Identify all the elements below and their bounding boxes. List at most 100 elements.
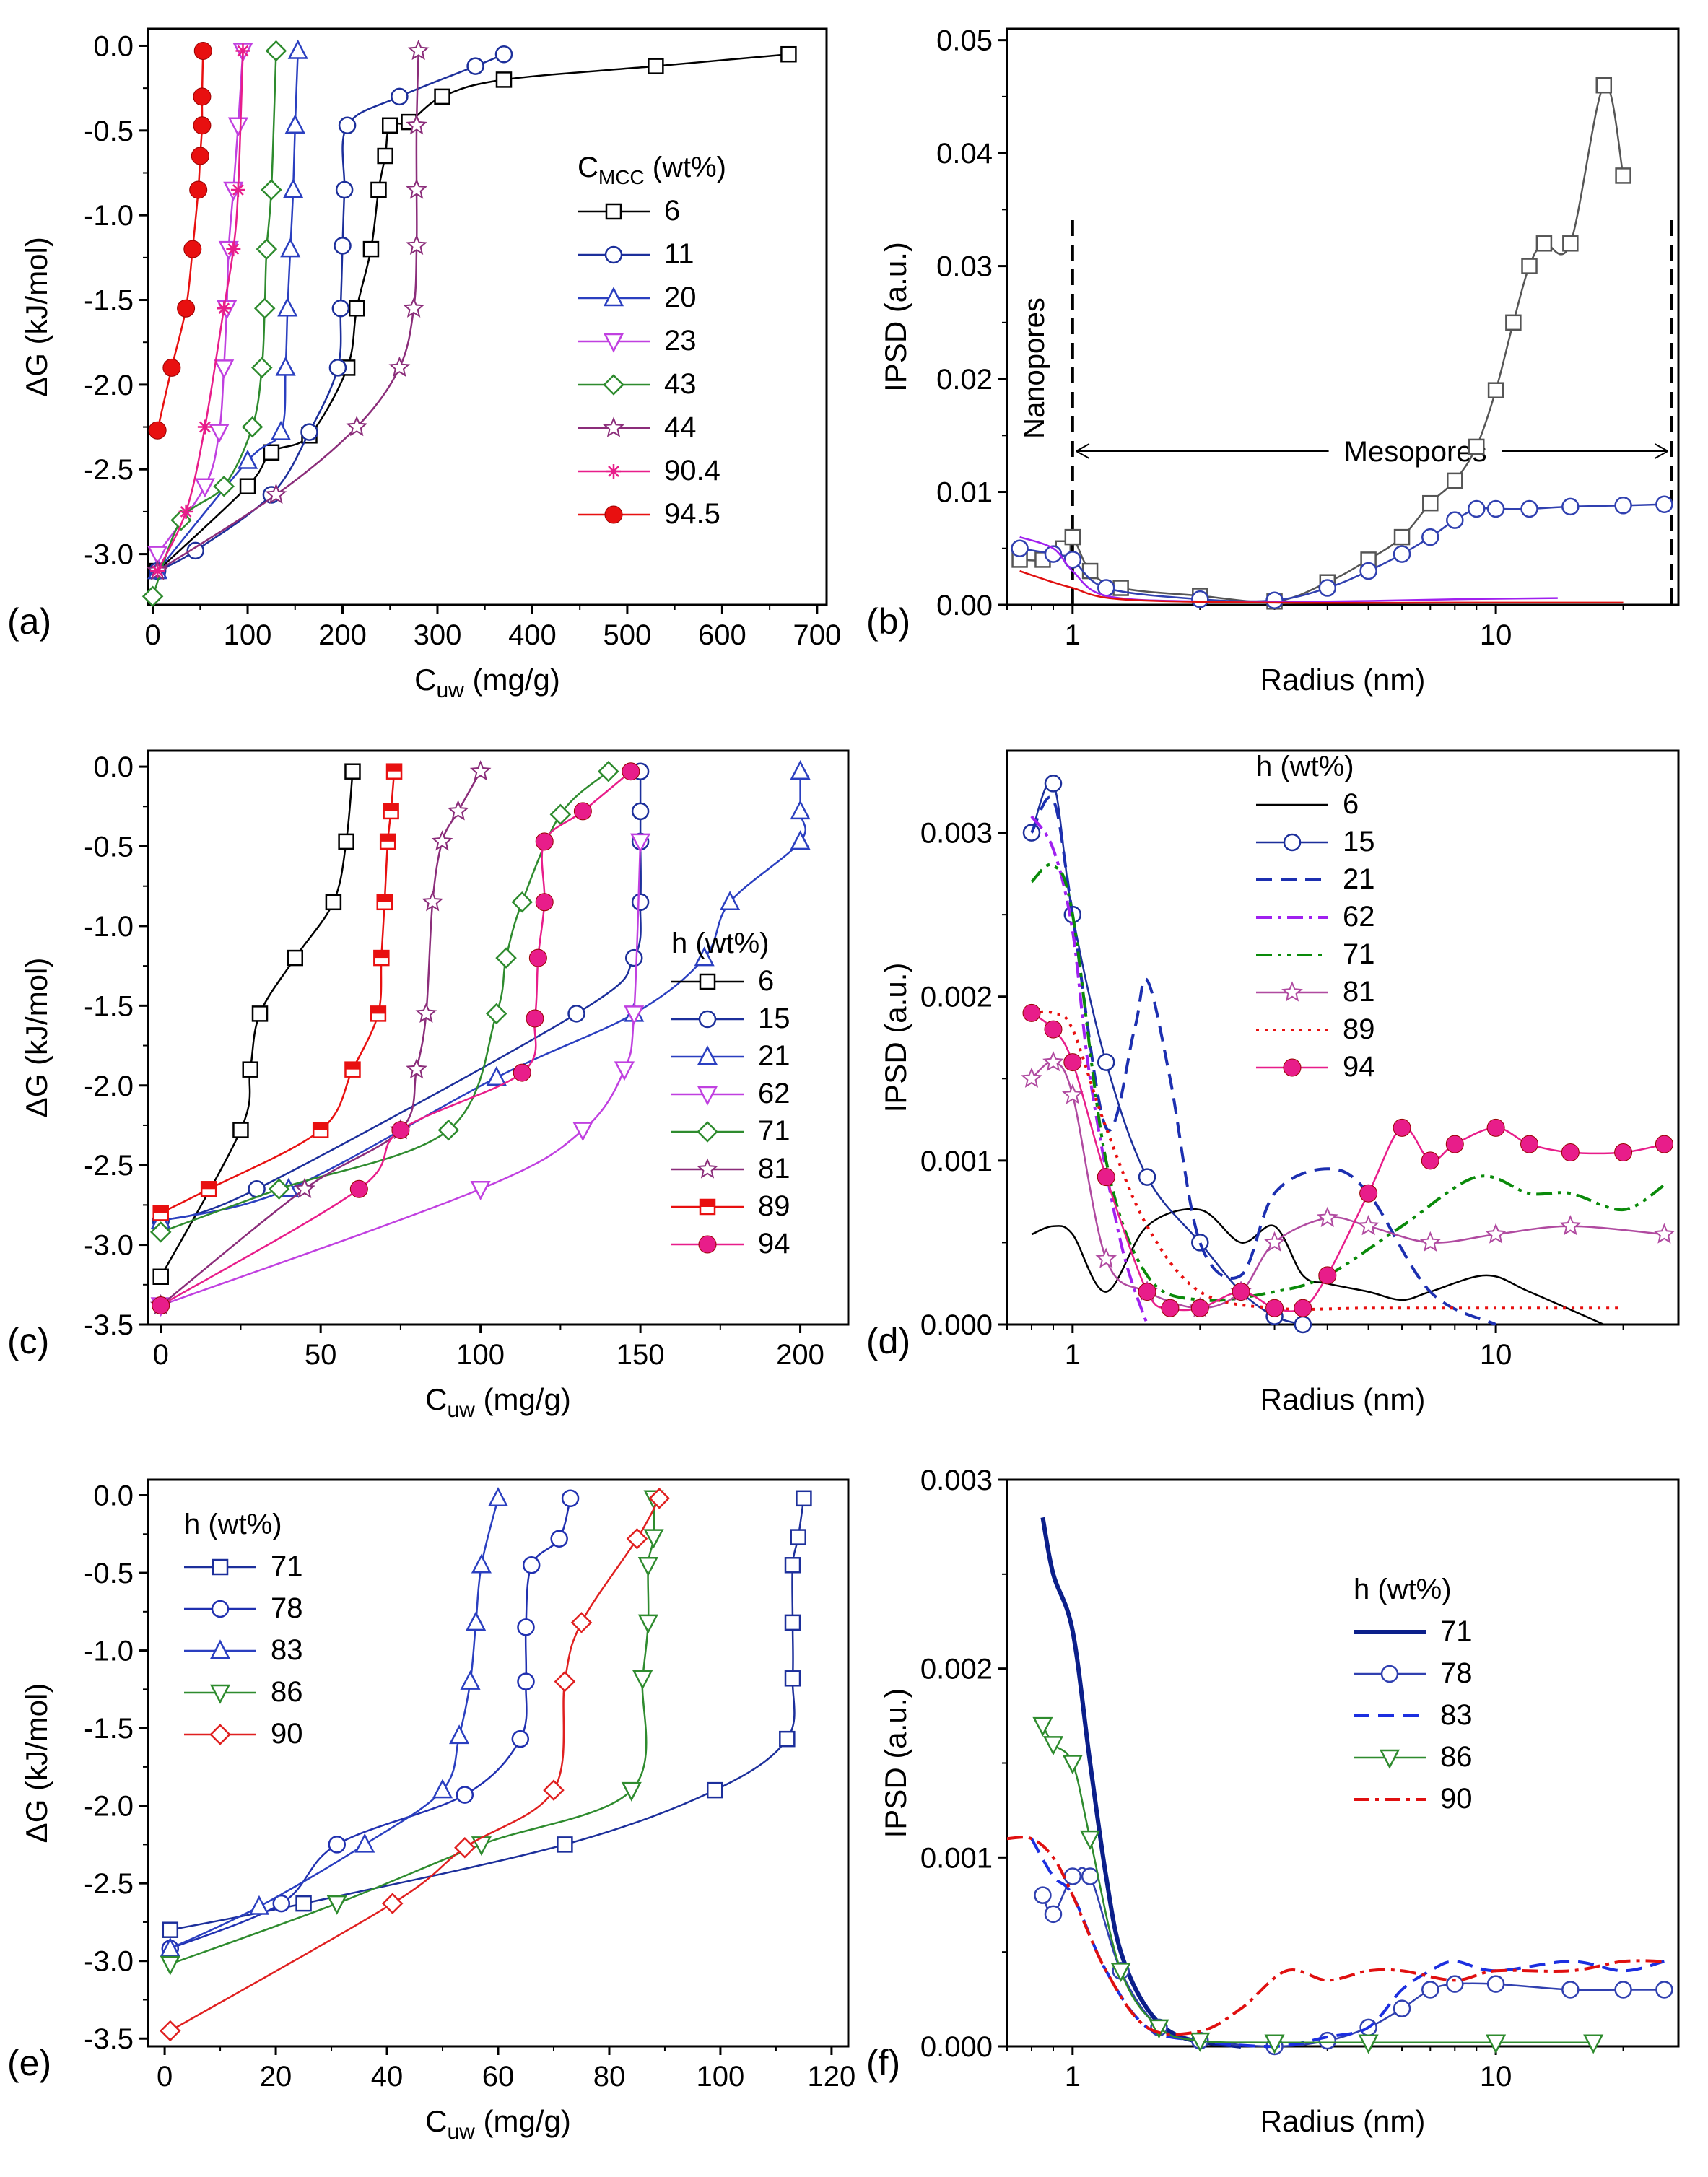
data-point [1468,438,1485,455]
data-point [1318,1266,1337,1285]
y-axis-label: ΔG (kJ/mol) [19,958,53,1118]
data-point [1520,499,1538,518]
data-point [328,1836,346,1854]
y-tick-label: -2.5 [84,1150,134,1182]
y-axis-label: IPSD (a.u.) [879,1688,912,1838]
x-tick-label: 600 [698,619,746,651]
legend-marker [699,973,716,990]
x-axis-label: Cuw (mg/g) [425,2104,571,2144]
x-tick-label: 60 [482,2061,515,2093]
data-point [449,1724,470,1745]
data-point [183,240,202,258]
series-6 [1011,77,1631,610]
data-point [391,87,409,106]
data-point [162,1921,179,1938]
data-point [631,802,650,821]
data-point [1021,1067,1042,1088]
data-point [200,1181,217,1197]
series-86 [160,1490,664,1976]
legend-marker [209,1684,231,1704]
data-point [1081,1867,1099,1885]
data-point [383,803,399,820]
data-point [1032,1716,1053,1737]
plot-frame [147,1478,850,2048]
data-point [150,564,165,579]
y-tick-label: 0.002 [920,1654,993,1685]
data-point [1561,497,1580,516]
data-point [230,182,245,197]
legend-marker [603,416,624,437]
series-15 [1022,775,1312,1334]
data-point [1520,1135,1539,1153]
data-point [513,1063,531,1082]
series-21 [150,760,811,1229]
legend-label: 15 [1343,826,1375,858]
data-point [1022,1003,1041,1022]
legend-title: h (wt%) [671,928,770,959]
data-point [1561,1143,1580,1161]
data-point [370,1005,387,1022]
x-axis-label: Cuw (mg/g) [414,663,560,702]
data-point [370,181,387,198]
data-point [487,1487,509,1507]
series-90 [160,1488,671,2042]
data-point [790,760,811,780]
data-point [406,178,427,199]
series-71 [1030,863,1665,1302]
data-point [209,424,230,444]
x-tick-label: 120 [808,2061,856,2093]
series-line [1030,795,1496,1326]
data-point [784,1557,801,1574]
series-line [160,841,642,1306]
data-point [235,43,250,58]
series-line [1031,1208,1605,1326]
data-point [403,297,424,318]
data-point [147,546,168,566]
series-line [1031,1010,1624,1311]
data-point [214,359,235,380]
legend-label: 62 [1343,901,1375,933]
y-tick-label: -3.5 [84,2023,134,2055]
data-point [1535,235,1553,252]
data-point [1294,1299,1312,1317]
data-point [784,1614,801,1631]
data-point [1614,1143,1633,1161]
series-81 [1021,1050,1676,1317]
y-tick-label: 0.02 [936,364,993,396]
data-point [495,71,513,88]
legend-title: CMCC (wt%) [578,152,726,188]
data-point [1318,579,1337,597]
data-point [456,1786,474,1804]
series-line [170,1498,661,2032]
series-line [152,51,277,597]
series-11 [148,45,513,580]
data-point [437,1119,460,1141]
data-point [232,1122,249,1138]
series-line [160,771,354,1278]
data-point [630,833,651,853]
data-point [1110,1963,1131,1983]
plot-frame [1006,1478,1680,2048]
series-44 [147,39,430,580]
data-point [160,1955,180,1976]
data-point [780,45,797,63]
data-point [379,833,396,850]
panel-label: (d) [866,1321,910,1361]
data-point [312,1122,329,1138]
panel-label: (b) [866,601,910,642]
series-94 [1022,1003,1673,1317]
data-point [1190,1299,1209,1317]
series-line [170,1498,500,1950]
data-point [486,1003,507,1025]
y-tick-label: 0.01 [936,477,993,509]
annotation-nanopores: Nanopores [1019,297,1050,439]
data-point [241,416,263,438]
legend-marker [603,333,624,353]
data-point [1063,1053,1082,1072]
data-point [251,1005,269,1022]
data-point [790,800,811,820]
data-point [362,240,380,258]
series-line [160,770,632,1306]
legend-marker [603,374,624,396]
data-point [1583,2034,1604,2054]
